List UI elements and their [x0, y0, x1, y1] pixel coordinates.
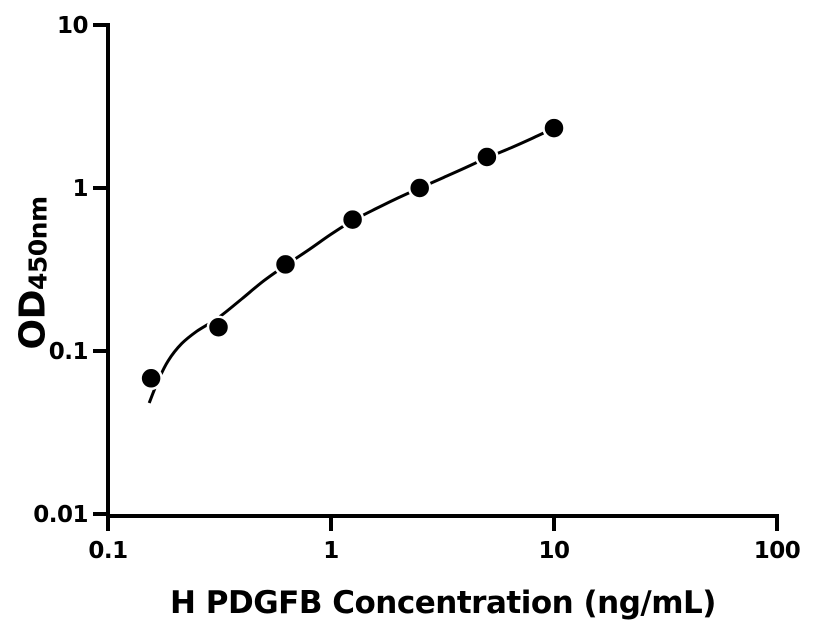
y-axis-title: OD450nm [13, 196, 54, 349]
x-tick-label: 10 [538, 538, 569, 564]
standard-curve-plot: 0.010.11100.1110100 [0, 0, 816, 640]
data-point [275, 254, 296, 275]
data-point [141, 368, 162, 389]
x-tick-label: 1 [323, 538, 339, 564]
x-tick-label: 100 [754, 538, 801, 564]
data-point [208, 317, 229, 338]
data-point [476, 147, 497, 168]
y-tick-label: 1 [72, 176, 88, 202]
data-point [342, 209, 363, 230]
elisa-standard-curve-figure: 0.010.11100.1110100 H PDGFB Concentratio… [0, 0, 816, 640]
y-axis-title-main: OD [13, 290, 54, 350]
fit-curve-line [149, 128, 554, 403]
data-point [544, 118, 565, 139]
x-tick-label: 0.1 [88, 538, 127, 564]
y-tick-label: 10 [57, 13, 88, 39]
y-tick-label: 0.1 [49, 339, 88, 365]
data-point [409, 178, 430, 199]
x-axis-title: H PDGFB Concentration (ng/mL) [108, 585, 778, 621]
y-tick-label: 0.01 [33, 502, 88, 528]
y-axis-title-subscript: 450nm [24, 196, 53, 290]
